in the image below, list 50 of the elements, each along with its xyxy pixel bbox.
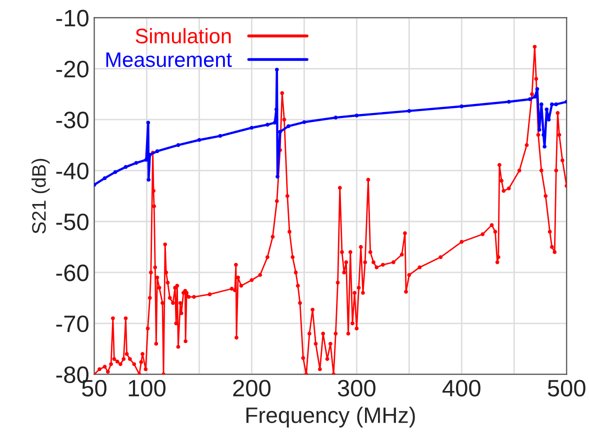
point <box>218 134 222 138</box>
point <box>554 102 558 106</box>
point <box>354 114 359 118</box>
point <box>124 165 128 169</box>
point <box>276 174 280 179</box>
y-tick-label: -40 <box>56 162 88 180</box>
y-tick-label: -10 <box>56 10 88 27</box>
x-tick-label: 500 <box>548 380 586 397</box>
point <box>146 178 151 182</box>
point <box>272 120 277 125</box>
point <box>266 122 270 127</box>
point <box>542 144 547 149</box>
y-tick-label: -50 <box>56 214 88 230</box>
y-tick-label: -20 <box>56 60 88 78</box>
point <box>544 107 549 112</box>
point <box>274 68 279 72</box>
x-axis-title: Frequency (MHz) <box>246 406 415 428</box>
point <box>528 97 532 102</box>
point <box>535 87 540 91</box>
point <box>134 160 138 165</box>
point <box>550 102 554 106</box>
point <box>533 94 538 99</box>
point <box>113 170 118 174</box>
point <box>146 120 150 125</box>
point <box>407 109 412 113</box>
point <box>537 128 542 132</box>
point <box>539 102 544 106</box>
point <box>278 130 282 134</box>
point <box>197 138 202 142</box>
point <box>302 120 306 124</box>
point <box>460 104 464 108</box>
legend-label: Simulation <box>136 28 231 44</box>
x-tick-label: 300 <box>338 380 376 397</box>
y-tick-label: -60 <box>56 264 88 282</box>
point <box>506 100 511 104</box>
x-tick-label: 400 <box>442 380 480 397</box>
x-tick-label: 200 <box>233 380 270 397</box>
point <box>546 118 551 122</box>
x-tick-label: 100 <box>128 380 166 397</box>
point <box>155 149 160 154</box>
point <box>250 126 254 130</box>
point <box>102 176 107 180</box>
y-tick-label: -70 <box>56 315 88 332</box>
point <box>286 124 290 128</box>
y-tick-label: -30 <box>56 112 88 128</box>
point <box>274 107 278 112</box>
point <box>334 116 338 120</box>
legend-label: Measurement <box>106 52 232 68</box>
y-axis-title: S21 (dB) <box>32 158 50 234</box>
point <box>176 143 180 148</box>
